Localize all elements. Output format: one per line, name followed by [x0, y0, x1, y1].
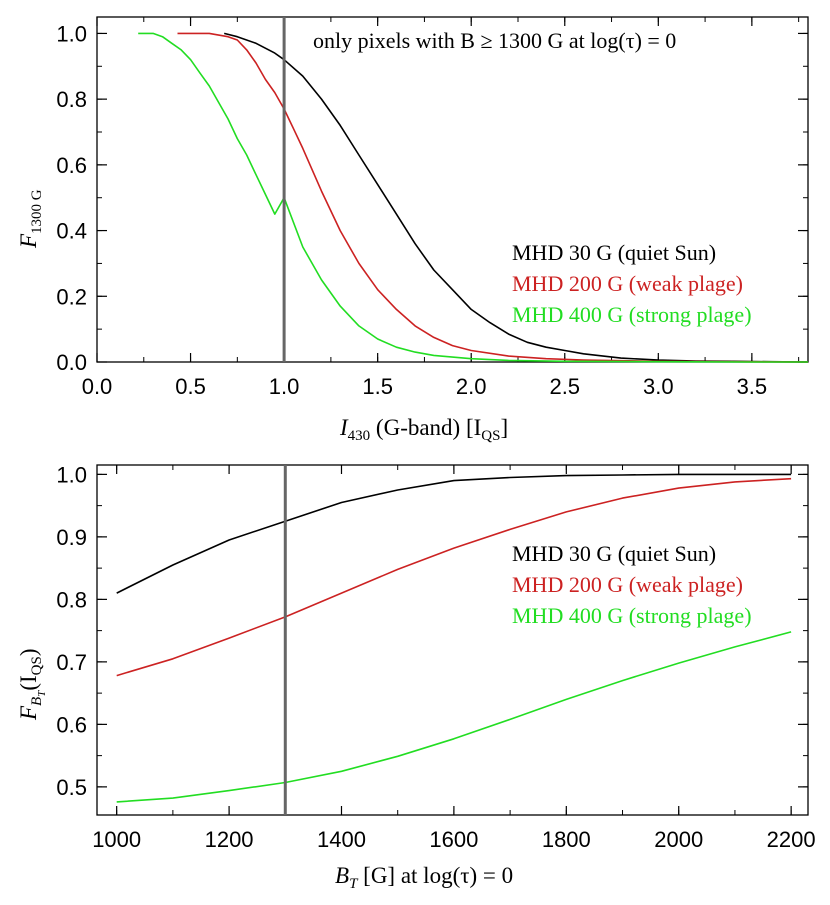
top-legend: MHD 30 G (quiet Sun) MHD 200 G (weak plag…	[512, 240, 752, 327]
y-tick-label: 0.9	[56, 525, 87, 550]
x-tick-label: 3.0	[643, 374, 674, 399]
top-annotation: only pixels with B ≥ 1300 G at log(τ) = …	[313, 28, 676, 53]
bottom-panel: 1000 1200 1400 1600 1800 2000 2200 0.5 0.6 0.7 0.8…	[16, 462, 816, 892]
legend-entry-0: MHD 30 G (quiet Sun)	[512, 240, 716, 265]
y-tick-label: 0.4	[56, 219, 87, 244]
x-tick-label: 1000	[92, 827, 141, 852]
top-y-axis-title: F1300 G	[16, 189, 45, 249]
y-tick-label: 0.5	[56, 775, 87, 800]
x-tick-label: 2.5	[549, 374, 580, 399]
y-tick-label: 0.6	[56, 712, 87, 737]
x-tick-label: 1600	[429, 827, 478, 852]
series-line-2	[116, 631, 792, 803]
x-tick-label: 2200	[767, 827, 816, 852]
y-tick-label: 0.8	[56, 87, 87, 112]
bottom-plot-frame	[96, 464, 809, 816]
y-tick-label: 0.2	[56, 284, 87, 309]
y-tick-label: 0.6	[56, 153, 87, 178]
series-line-0	[224, 32, 809, 363]
x-tick-label: 1800	[542, 827, 591, 852]
x-tick-label: 1200	[205, 827, 254, 852]
legend-entry-0: MHD 30 G (quiet Sun)	[512, 541, 716, 566]
bottom-x-axis-title: BT [G] at log(τ) = 0	[335, 863, 513, 892]
y-tick-label: 0.0	[56, 350, 87, 375]
y-tick-label: 0.8	[56, 587, 87, 612]
top-plot-frame	[96, 16, 809, 363]
series-line-0	[116, 473, 792, 594]
legend-entry-2: MHD 400 G (strong plage)	[512, 302, 752, 327]
x-tick-label: 0.0	[82, 374, 113, 399]
y-tick-label: 1.0	[56, 462, 87, 487]
x-tick-label: 0.5	[175, 374, 206, 399]
y-tick-label: 0.7	[56, 650, 87, 675]
top-x-axis-title: I430 (G-band) [IQS]	[339, 415, 508, 444]
x-tick-label: 1.0	[269, 374, 300, 399]
x-tick-label: 2.0	[456, 374, 487, 399]
series-line-1	[177, 32, 809, 363]
x-tick-label: 3.5	[737, 374, 768, 399]
legend-entry-1: MHD 200 G (weak plage)	[512, 572, 743, 597]
legend-entry-2: MHD 400 G (strong plage)	[512, 603, 752, 628]
series-line-1	[116, 477, 792, 677]
bottom-y-axis-title: FBT(IQS)	[16, 648, 48, 721]
legend-entry-1: MHD 200 G (weak plage)	[512, 271, 743, 296]
y-tick-label: 1.0	[56, 21, 87, 46]
x-tick-label: 2000	[654, 827, 703, 852]
bottom-legend: MHD 30 G (quiet Sun) MHD 200 G (weak plag…	[512, 541, 752, 628]
x-tick-label: 1.5	[362, 374, 393, 399]
series-line-2	[138, 32, 808, 363]
top-panel: 0.0 0.5 1.0 1.5 2.0 2.5 3.0 3.5 0.0 0.2 0.4 0.6 0.8 1…	[16, 16, 809, 444]
x-tick-label: 1400	[317, 827, 366, 852]
